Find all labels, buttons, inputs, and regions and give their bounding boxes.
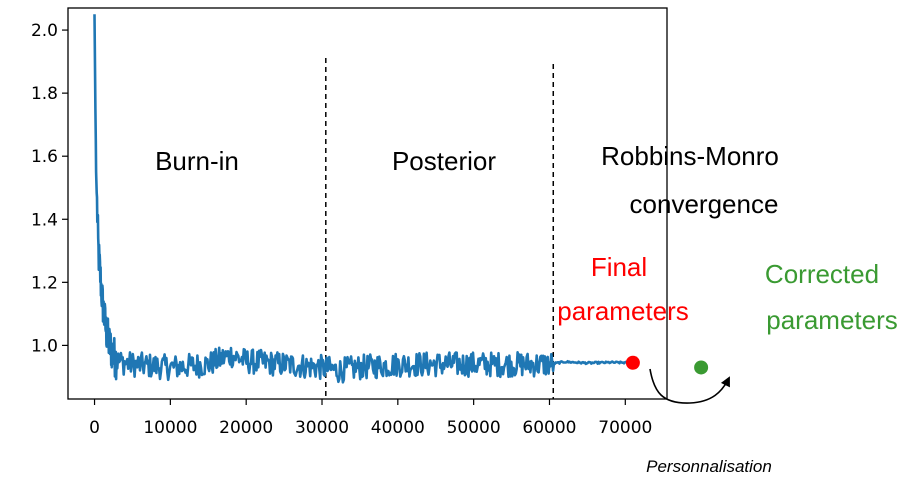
final-label-line2: parameters — [557, 296, 689, 326]
x-tick-label: 50000 — [447, 418, 501, 438]
x-tick-label: 20000 — [219, 418, 273, 438]
x-tick-label: 10000 — [143, 418, 197, 438]
region-separators — [325, 58, 555, 399]
correction-arrow — [649, 368, 730, 404]
x-tick-label: 0 — [89, 418, 100, 438]
y-tick-label: 2.0 — [31, 21, 58, 41]
personnalisation-caption: Personnalisation — [646, 457, 772, 476]
region-label-posterior: Posterior — [392, 146, 496, 176]
corrected-label-line2: parameters — [766, 305, 898, 335]
x-tick-label: 40000 — [371, 418, 425, 438]
final-label-line1: Final — [591, 252, 647, 282]
x-tick-label: 30000 — [295, 418, 349, 438]
x-axis: 0 10000 20000 30000 40000 50000 60000 70000 — [89, 399, 652, 438]
y-axis: 1.0 1.2 1.4 1.6 1.8 2.0 — [31, 21, 68, 356]
y-tick-label: 1.8 — [31, 84, 58, 104]
y-tick-label: 1.0 — [31, 336, 58, 356]
series-line — [93, 14, 633, 384]
corrected-label-line1: Corrected — [765, 259, 879, 289]
y-tick-label: 1.6 — [31, 147, 58, 167]
y-tick-label: 1.2 — [31, 273, 58, 293]
x-tick-label: 60000 — [522, 418, 576, 438]
region-label-convergence: convergence — [630, 189, 779, 219]
x-tick-label: 70000 — [598, 418, 652, 438]
y-tick-label: 1.4 — [31, 210, 58, 230]
final-parameters-point — [625, 355, 640, 370]
region-label-robbins-monro: Robbins-Monro — [601, 141, 779, 171]
plot-frame — [67, 7, 668, 400]
corrected-parameters-point — [694, 360, 709, 375]
region-label-burnin: Burn-in — [155, 146, 239, 176]
